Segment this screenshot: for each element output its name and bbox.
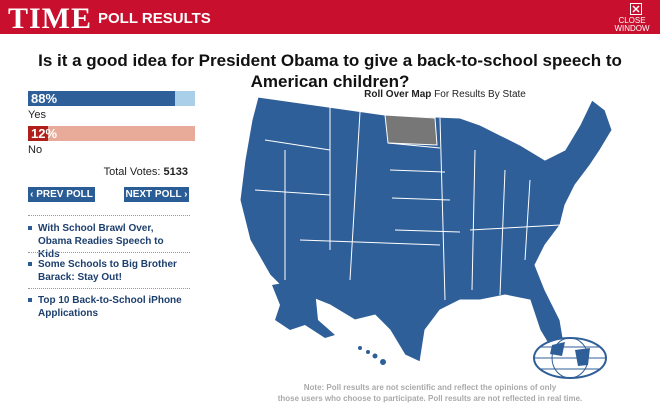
header-bar bbox=[0, 0, 660, 34]
close-label[interactable]: CLOSE bbox=[618, 16, 646, 25]
note: Note: Poll results are not scientific an… bbox=[303, 383, 557, 392]
result-label: Yes bbox=[28, 109, 46, 121]
separator bbox=[28, 252, 190, 253]
next-button[interactable]: NEXT POLL › bbox=[124, 187, 189, 202]
article-link[interactable]: Top 10 Back-to-School iPhone Application… bbox=[28, 294, 188, 320]
result-bar bbox=[28, 126, 49, 141]
result-bar bbox=[28, 91, 175, 106]
note: those users who choose to participate. P… bbox=[277, 394, 583, 403]
brand: TIME bbox=[8, 2, 93, 35]
article-link[interactable]: With School Brawl Over, Obama Readies Sp… bbox=[28, 222, 188, 261]
map-caption-text: For Results By State bbox=[434, 89, 526, 100]
result-bar-track: 12% bbox=[28, 126, 195, 141]
result-percent: 88% bbox=[31, 91, 58, 106]
result-label: No bbox=[28, 144, 43, 156]
prev-button[interactable]: ‹ PREV POLL bbox=[28, 187, 95, 202]
total-label: Total Votes: bbox=[103, 166, 161, 178]
article-link[interactable]: Some Schools to Big Brother Barack: Stay… bbox=[28, 258, 188, 284]
close-label[interactable]: WINDOW bbox=[614, 24, 650, 33]
close-icon[interactable] bbox=[630, 3, 642, 15]
map-caption-bold: Roll Over Map bbox=[364, 89, 432, 100]
total-value: 5133 bbox=[163, 166, 188, 178]
question: Is it a good idea for President Obama to… bbox=[38, 51, 622, 91]
result-bar-track: 88% bbox=[28, 91, 195, 106]
globe-icon[interactable] bbox=[533, 337, 607, 379]
page-title: POLL RESULTS bbox=[98, 10, 211, 27]
total-votes: Total Votes: 5133 bbox=[28, 166, 188, 178]
map-caption: Roll Over Map For Results By State bbox=[300, 89, 590, 100]
separator bbox=[28, 215, 190, 216]
result-percent: 12% bbox=[31, 126, 58, 141]
separator bbox=[28, 288, 190, 289]
